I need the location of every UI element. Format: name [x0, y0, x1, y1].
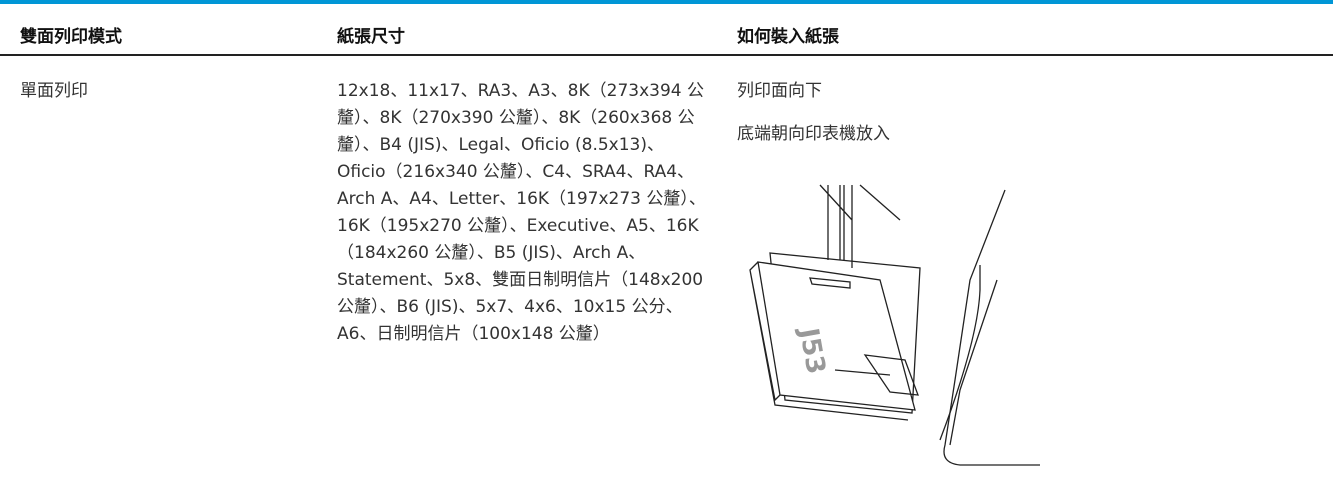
printer-body [943, 189, 1040, 466]
sizes-cell: 12x18、11x17、RA3、A3、8K（273x394 公釐）、8K（270… [337, 81, 706, 344]
instruction: 列印面向下 [737, 81, 822, 101]
load-cell: 列印面向下 底端朝向印表機放入 [737, 78, 890, 164]
header-cell: 雙面列印模式 [20, 27, 122, 47]
tray-edge [749, 261, 909, 421]
tray-frame [939, 265, 998, 446]
table-header: 雙面列印模式 紙張尺寸 如何裝入紙張 [0, 4, 1333, 56]
tray-illustration: J53 [749, 184, 1040, 466]
header-cell: 紙張尺寸 [337, 27, 405, 47]
accent-bar [0, 0, 1333, 4]
paper [757, 261, 916, 411]
printer-lines [819, 184, 901, 268]
header-cell: 如何裝入紙張 [737, 27, 839, 47]
instruction: 底端朝向印表機放入 [737, 124, 890, 144]
mode-cell: 單面列印 [20, 81, 88, 101]
paper-guides [809, 277, 919, 396]
